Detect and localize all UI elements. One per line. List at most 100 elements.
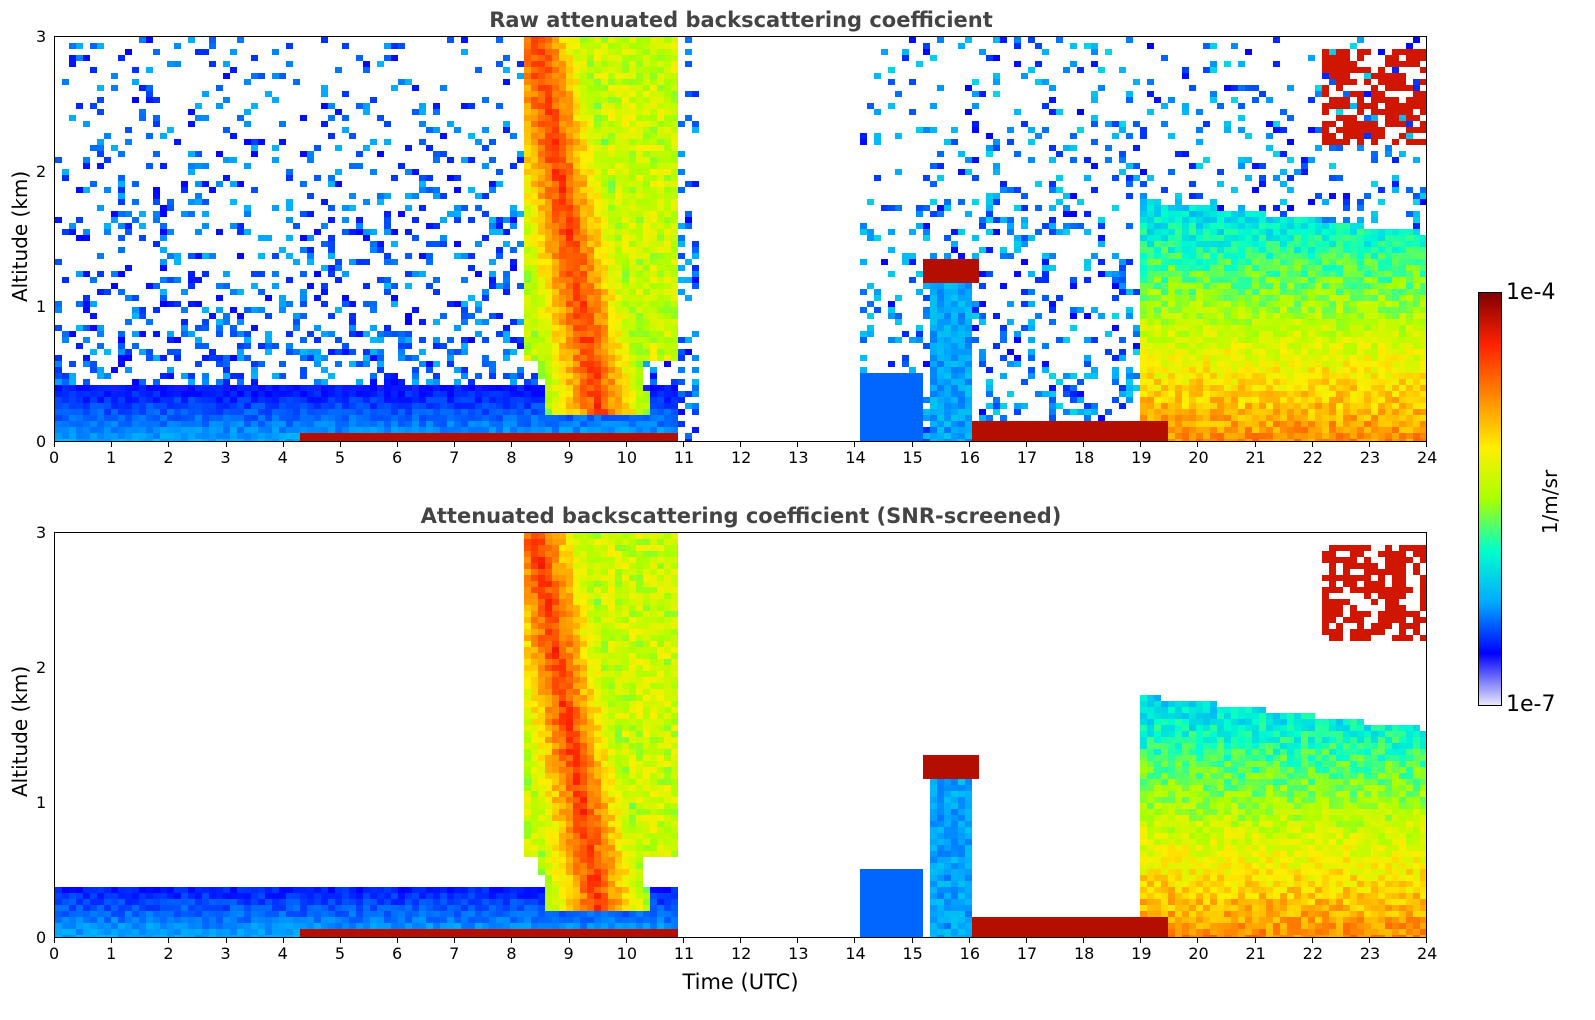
x-tick-mark: [282, 938, 284, 943]
x-tick-label: 1: [106, 944, 117, 963]
x-tick-label: 7: [449, 448, 460, 467]
x-tick-mark: [168, 442, 170, 447]
x-tick-label: 5: [334, 944, 346, 963]
x-tick-label: 18: [1074, 448, 1095, 467]
x-tick-mark: [454, 442, 456, 447]
x-tick-mark: [1426, 442, 1427, 447]
raw-backscatter-field: [55, 37, 1426, 441]
x-tick-label: 2: [163, 448, 174, 467]
x-tick-mark: [54, 938, 55, 943]
x-tick-mark: [225, 938, 227, 943]
x-tick-mark: [225, 442, 227, 447]
x-tick-label: 24: [1417, 944, 1438, 963]
x-tick-label: 20: [1188, 448, 1209, 467]
x-tick-mark: [1254, 938, 1256, 943]
x-tick-mark: [797, 938, 799, 943]
y-tick-label: 0: [36, 928, 47, 947]
x-tick-mark: [454, 938, 456, 943]
x-tick-label: 23: [1359, 944, 1381, 963]
x-tick-mark: [1140, 938, 1142, 943]
y-tick-label: 3: [36, 27, 47, 46]
x-tick-mark: [740, 442, 741, 447]
y-tick-label: 3: [36, 523, 47, 542]
x-tick-label: 14: [845, 448, 866, 467]
x-tick-mark: [911, 938, 913, 943]
x-tick-label: 22: [1302, 944, 1324, 963]
x-tick-mark: [511, 442, 513, 447]
x-tick-mark: [740, 938, 741, 943]
x-tick-mark: [1025, 442, 1027, 447]
x-tick-mark: [1311, 938, 1313, 943]
x-tick-label: 14: [845, 944, 866, 963]
x-tick-label: 8: [506, 944, 517, 963]
x-tick-mark: [511, 938, 513, 943]
bottom-heatmap-plot: [54, 532, 1427, 938]
top-heatmap-plot: [54, 36, 1427, 442]
x-tick-label: 19: [1131, 944, 1152, 963]
x-tick-label: 15: [902, 448, 923, 467]
x-tick-mark: [625, 938, 627, 943]
x-tick-label: 4: [277, 448, 288, 467]
x-tick-label: 16: [959, 944, 981, 963]
x-tick-mark: [568, 442, 570, 447]
bottom-chart-title: Attenuated backscattering coefficient (S…: [420, 504, 1062, 528]
x-tick-label: 17: [1016, 944, 1038, 963]
x-tick-label: 5: [334, 448, 346, 467]
x-tick-mark: [1140, 442, 1142, 447]
x-tick-label: 0: [49, 944, 60, 963]
y-tick-label: 1: [36, 297, 47, 316]
colorbar-unit-label: 1/m/sr: [1538, 469, 1563, 535]
x-tick-label: 19: [1131, 448, 1152, 467]
x-tick-mark: [1197, 938, 1199, 943]
bottom-y-axis-label: Altitude (km): [8, 665, 32, 797]
x-tick-mark: [111, 442, 113, 447]
x-tick-label: 8: [506, 448, 517, 467]
y-tick-label: 0: [36, 432, 47, 451]
x-tick-mark: [397, 938, 398, 943]
y-tick-label: 2: [36, 162, 47, 181]
x-tick-label: 11: [673, 448, 695, 467]
x-tick-mark: [111, 938, 113, 943]
x-tick-label: 23: [1359, 448, 1381, 467]
x-tick-label: 22: [1302, 448, 1324, 467]
x-tick-mark: [54, 442, 55, 447]
x-tick-mark: [1083, 938, 1084, 943]
colorbar-max-label: 1e-4: [1506, 280, 1556, 305]
x-tick-mark: [682, 938, 684, 943]
x-tick-label: 1: [106, 448, 117, 467]
x-tick-mark: [1197, 442, 1199, 447]
y-tick-label: 2: [36, 658, 47, 677]
x-tick-label: 21: [1245, 448, 1266, 467]
top-chart-title: Raw attenuated backscattering coefficien…: [489, 8, 993, 32]
x-axis-label: Time (UTC): [682, 970, 799, 994]
x-tick-mark: [1083, 442, 1084, 447]
x-tick-label: 13: [788, 448, 809, 467]
x-tick-mark: [911, 442, 913, 447]
x-tick-label: 9: [563, 944, 574, 963]
x-tick-mark: [1368, 442, 1370, 447]
x-tick-mark: [1254, 442, 1256, 447]
x-tick-mark: [168, 938, 170, 943]
x-tick-mark: [968, 938, 970, 943]
x-tick-mark: [854, 938, 856, 943]
x-tick-mark: [797, 442, 799, 447]
x-tick-label: 10: [616, 448, 638, 467]
x-tick-label: 17: [1016, 448, 1038, 467]
x-tick-label: 9: [563, 448, 574, 467]
x-tick-mark: [282, 442, 284, 447]
x-tick-label: 12: [731, 944, 752, 963]
x-tick-label: 3: [220, 448, 231, 467]
x-tick-label: 3: [220, 944, 231, 963]
x-tick-mark: [1311, 442, 1313, 447]
screened-backscatter-field: [55, 533, 1426, 937]
x-tick-label: 24: [1417, 448, 1438, 467]
y-tick-label: 1: [36, 793, 47, 812]
x-tick-label: 4: [277, 944, 288, 963]
x-tick-mark: [397, 442, 398, 447]
x-tick-label: 15: [902, 944, 923, 963]
x-tick-label: 12: [731, 448, 752, 467]
colorbar: [1478, 292, 1502, 706]
x-tick-label: 0: [49, 448, 60, 467]
x-tick-label: 18: [1074, 944, 1095, 963]
x-tick-label: 7: [449, 944, 460, 963]
